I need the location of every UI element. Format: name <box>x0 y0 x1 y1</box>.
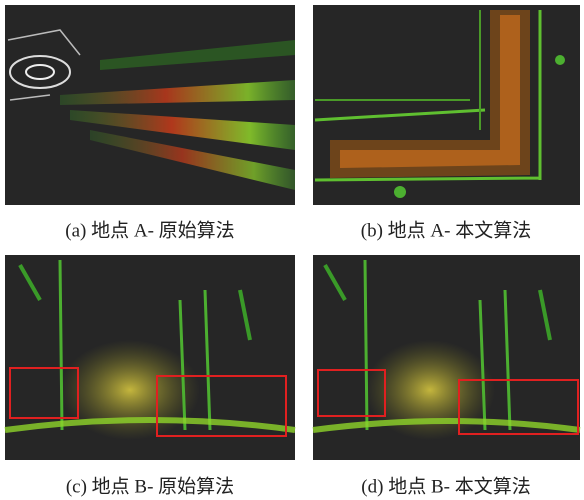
caption: (c) 地点 B- 原始算法 <box>66 475 234 497</box>
caption: (b) 地点 A- 本文算法 <box>361 219 531 241</box>
page: (a) 地点 A- 原始算法 (b) 地点 A- 本文算法 (c) 地点 B- … <box>0 0 584 500</box>
caption: (a) 地点 A- 原始算法 <box>65 219 234 241</box>
panel-b-image <box>313 5 580 205</box>
caption: (d) 地点 B- 本文算法 <box>361 475 530 497</box>
panel-c-image <box>5 255 295 460</box>
panel-a-image <box>5 5 295 205</box>
panel-d-image <box>313 255 580 460</box>
figure: (a) 地点 A- 原始算法 (b) 地点 A- 本文算法 (c) 地点 B- … <box>0 0 584 500</box>
